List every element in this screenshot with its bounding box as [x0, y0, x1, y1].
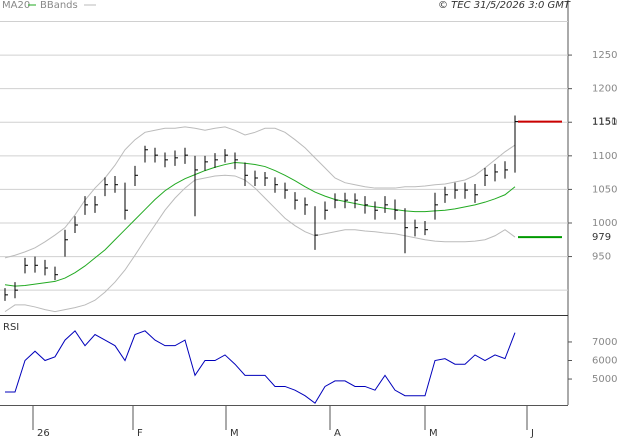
x-tick-label: J [530, 428, 534, 439]
y-tick-label: 950 [592, 252, 611, 263]
x-tick-label: F [137, 428, 143, 439]
series-line [4, 174, 516, 313]
y-tick-label: 1200 [592, 84, 617, 95]
level-label: 1151 [592, 117, 617, 128]
y-tick-label: 1050 [592, 184, 617, 195]
series-line [4, 126, 516, 259]
x-tick-label: A [334, 428, 341, 439]
rsi-line [5, 330, 516, 404]
copyright: © TEC 31/5/2026 3:0 GMT [438, 0, 571, 11]
y-tick-label: 1150 [592, 117, 617, 128]
series-line [4, 162, 516, 287]
rsi-tick-label: 7000 [592, 337, 617, 348]
y-tick-label: 1100 [592, 151, 617, 162]
y-tick-label: 1000 [592, 218, 617, 229]
legend-ma: MA20 [2, 0, 30, 11]
rsi-tick-label: 5000 [592, 374, 617, 385]
y-tick-label: 1250 [592, 50, 617, 61]
legend-bbands: BBands [40, 0, 78, 11]
x-tick-label: M [230, 428, 239, 439]
x-tick-label: M [429, 428, 438, 439]
rsi-tick-label: 6000 [592, 356, 617, 367]
x-tick-label: 26 [37, 428, 50, 439]
rsi-title: RSI [3, 322, 19, 333]
level-label: 979 [592, 232, 611, 243]
